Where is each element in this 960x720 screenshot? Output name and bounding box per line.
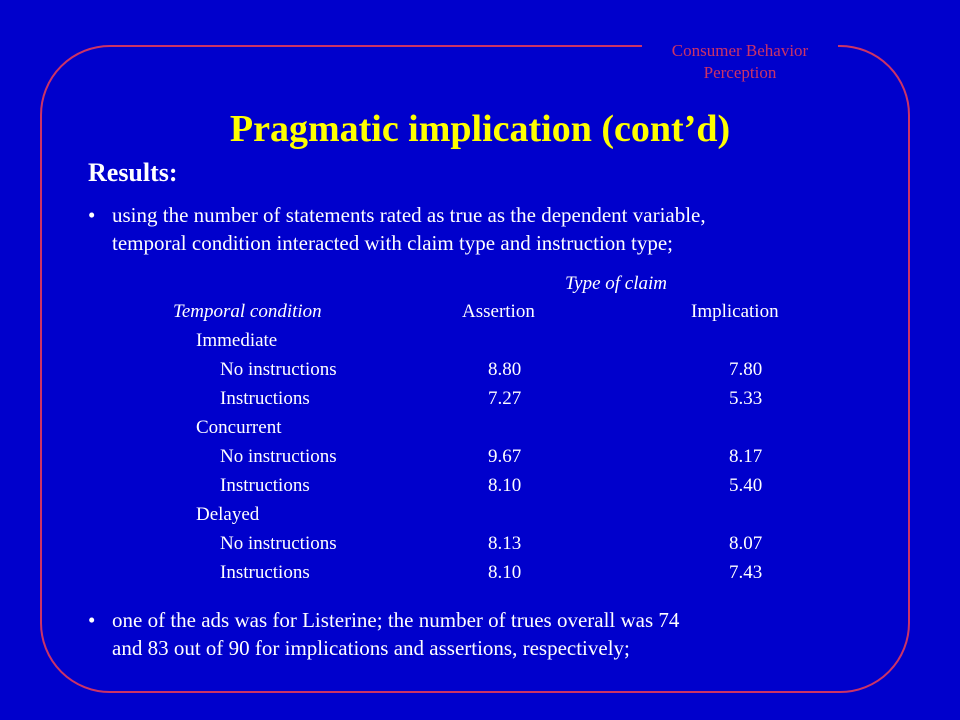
slide-title: Pragmatic implication (cont’d) <box>229 108 731 150</box>
bullet-dot-icon: • <box>88 203 96 227</box>
course-tag-line2: Perception <box>703 63 777 82</box>
course-tag-line1: Consumer Behavior <box>671 41 809 60</box>
bullet-1-line2: temporal condition interacted with claim… <box>112 231 674 255</box>
bullet-item-1: • using the number of statements rated a… <box>88 201 878 257</box>
bullet-item-2: • one of the ads was for Listerine; the … <box>88 606 878 662</box>
bullet-dot-icon: • <box>88 608 96 632</box>
slide-frame <box>40 45 910 693</box>
course-tag: Consumer Behavior Perception <box>642 40 838 84</box>
bullet-1-line1: using the number of statements rated as … <box>112 203 706 227</box>
bullet-2-line2: and 83 out of 90 for implications and as… <box>112 636 630 660</box>
bullet-2-line1: one of the ads was for Listerine; the nu… <box>112 608 680 632</box>
results-heading: Results: <box>88 158 178 187</box>
